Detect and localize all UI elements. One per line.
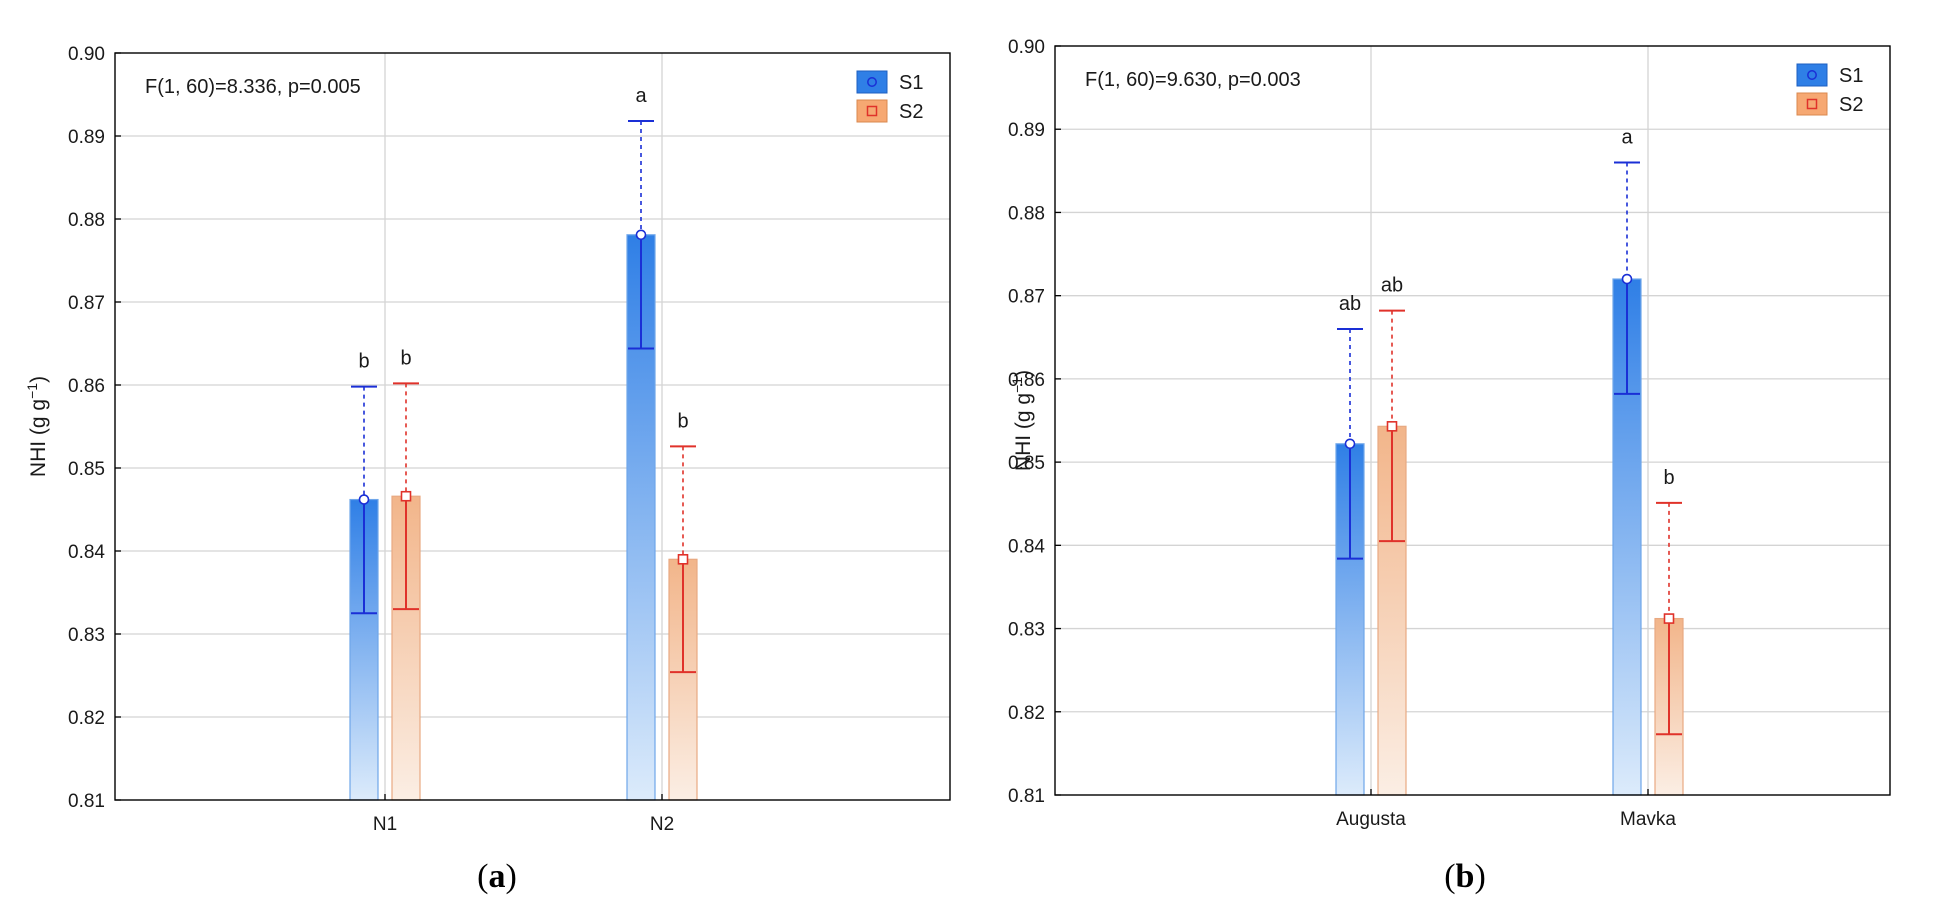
significance-letter: a xyxy=(635,85,647,107)
significance-letter: ab xyxy=(1339,293,1361,315)
y-tick-label: 0.87 xyxy=(1008,287,1045,308)
legend-label: S1 xyxy=(899,72,923,94)
y-tick-label: 0.82 xyxy=(1008,703,1045,724)
y-tick-label: 0.81 xyxy=(1008,786,1045,807)
y-tick-label: 0.84 xyxy=(1008,536,1045,557)
mean-marker-s2 xyxy=(677,553,689,565)
legend-swatch-s1 xyxy=(1796,63,1828,87)
mean-marker-s2 xyxy=(400,490,412,502)
x-tick-label: Augusta xyxy=(1336,809,1406,830)
plot-area xyxy=(1055,46,1890,795)
y-axis-label: NHI (g g−1) xyxy=(1009,370,1035,471)
y-axis-label: NHI (g g−1) xyxy=(24,376,50,477)
x-tick-label: Mavka xyxy=(1620,809,1676,830)
y-tick-label: 0.86 xyxy=(1008,370,1045,391)
y-tick-label: 0.90 xyxy=(68,44,105,65)
x-tick-label: N1 xyxy=(373,814,397,835)
y-tick-label: 0.81 xyxy=(68,791,105,812)
significance-letter: b xyxy=(358,351,369,373)
y-tick-label: 0.83 xyxy=(1008,620,1045,641)
y-tick-label: 0.84 xyxy=(68,542,105,563)
panel-caption: (a) xyxy=(477,858,517,895)
plot-area xyxy=(115,53,950,800)
legend-marker-icon xyxy=(866,105,878,117)
significance-letter: a xyxy=(1621,127,1633,149)
panel-caption: (b) xyxy=(1444,858,1486,895)
y-tick-label: 0.83 xyxy=(68,625,105,646)
plot-frame xyxy=(114,52,951,801)
y-tick-label: 0.85 xyxy=(68,459,105,480)
y-tick-label: 0.90 xyxy=(1008,37,1045,58)
y-tick-label: 0.88 xyxy=(68,210,105,231)
legend-marker-icon xyxy=(1807,70,1817,80)
y-tick-label: 0.85 xyxy=(1008,453,1045,474)
legend-swatch-s1 xyxy=(856,70,888,94)
legend-swatch-s2 xyxy=(1796,92,1828,116)
legend-swatch-s2 xyxy=(856,99,888,123)
significance-letter: b xyxy=(677,410,688,432)
significance-letter: b xyxy=(1663,467,1674,489)
significance-letter: b xyxy=(400,347,411,369)
mean-marker-s1 xyxy=(635,229,647,241)
mean-marker-s2 xyxy=(1386,421,1398,432)
legend-marker-icon xyxy=(1806,98,1818,110)
significance-letter: ab xyxy=(1381,275,1403,297)
legend-label: S2 xyxy=(1839,94,1863,116)
y-tick-label: 0.82 xyxy=(68,708,105,729)
chart-panel-a: 0.81 0.82 0.83 0.84 0.85 0.86 0.87 0.88 0.89 0.90… xyxy=(24,44,951,895)
y-tick-label: 0.87 xyxy=(68,293,105,314)
anova-annotation: F(1, 60)=9.630, p=0.003 xyxy=(1085,69,1301,91)
y-tick-label: 0.89 xyxy=(68,127,105,148)
legend-label: S1 xyxy=(1839,65,1863,87)
legend-label: S2 xyxy=(899,101,923,123)
mean-marker-s1 xyxy=(358,494,370,505)
mean-marker-s1 xyxy=(1344,438,1356,450)
bar-s1 xyxy=(1612,278,1642,796)
legend-marker-icon xyxy=(867,77,877,87)
x-tick-label: N2 xyxy=(650,814,674,835)
y-tick-label: 0.86 xyxy=(68,376,105,397)
mean-marker-s1 xyxy=(1621,273,1633,285)
chart-panel-b: 0.81 0.82 0.83 0.84 0.85 0.86 0.87 0.88 0.89 0.90… xyxy=(1008,37,1891,895)
y-tick-label: 0.88 xyxy=(1008,203,1045,224)
anova-annotation: F(1, 60)=8.336, p=0.005 xyxy=(145,76,361,98)
plot-frame xyxy=(1054,45,1891,796)
mean-marker-s2 xyxy=(1663,613,1675,624)
y-tick-label: 0.89 xyxy=(1008,120,1045,141)
